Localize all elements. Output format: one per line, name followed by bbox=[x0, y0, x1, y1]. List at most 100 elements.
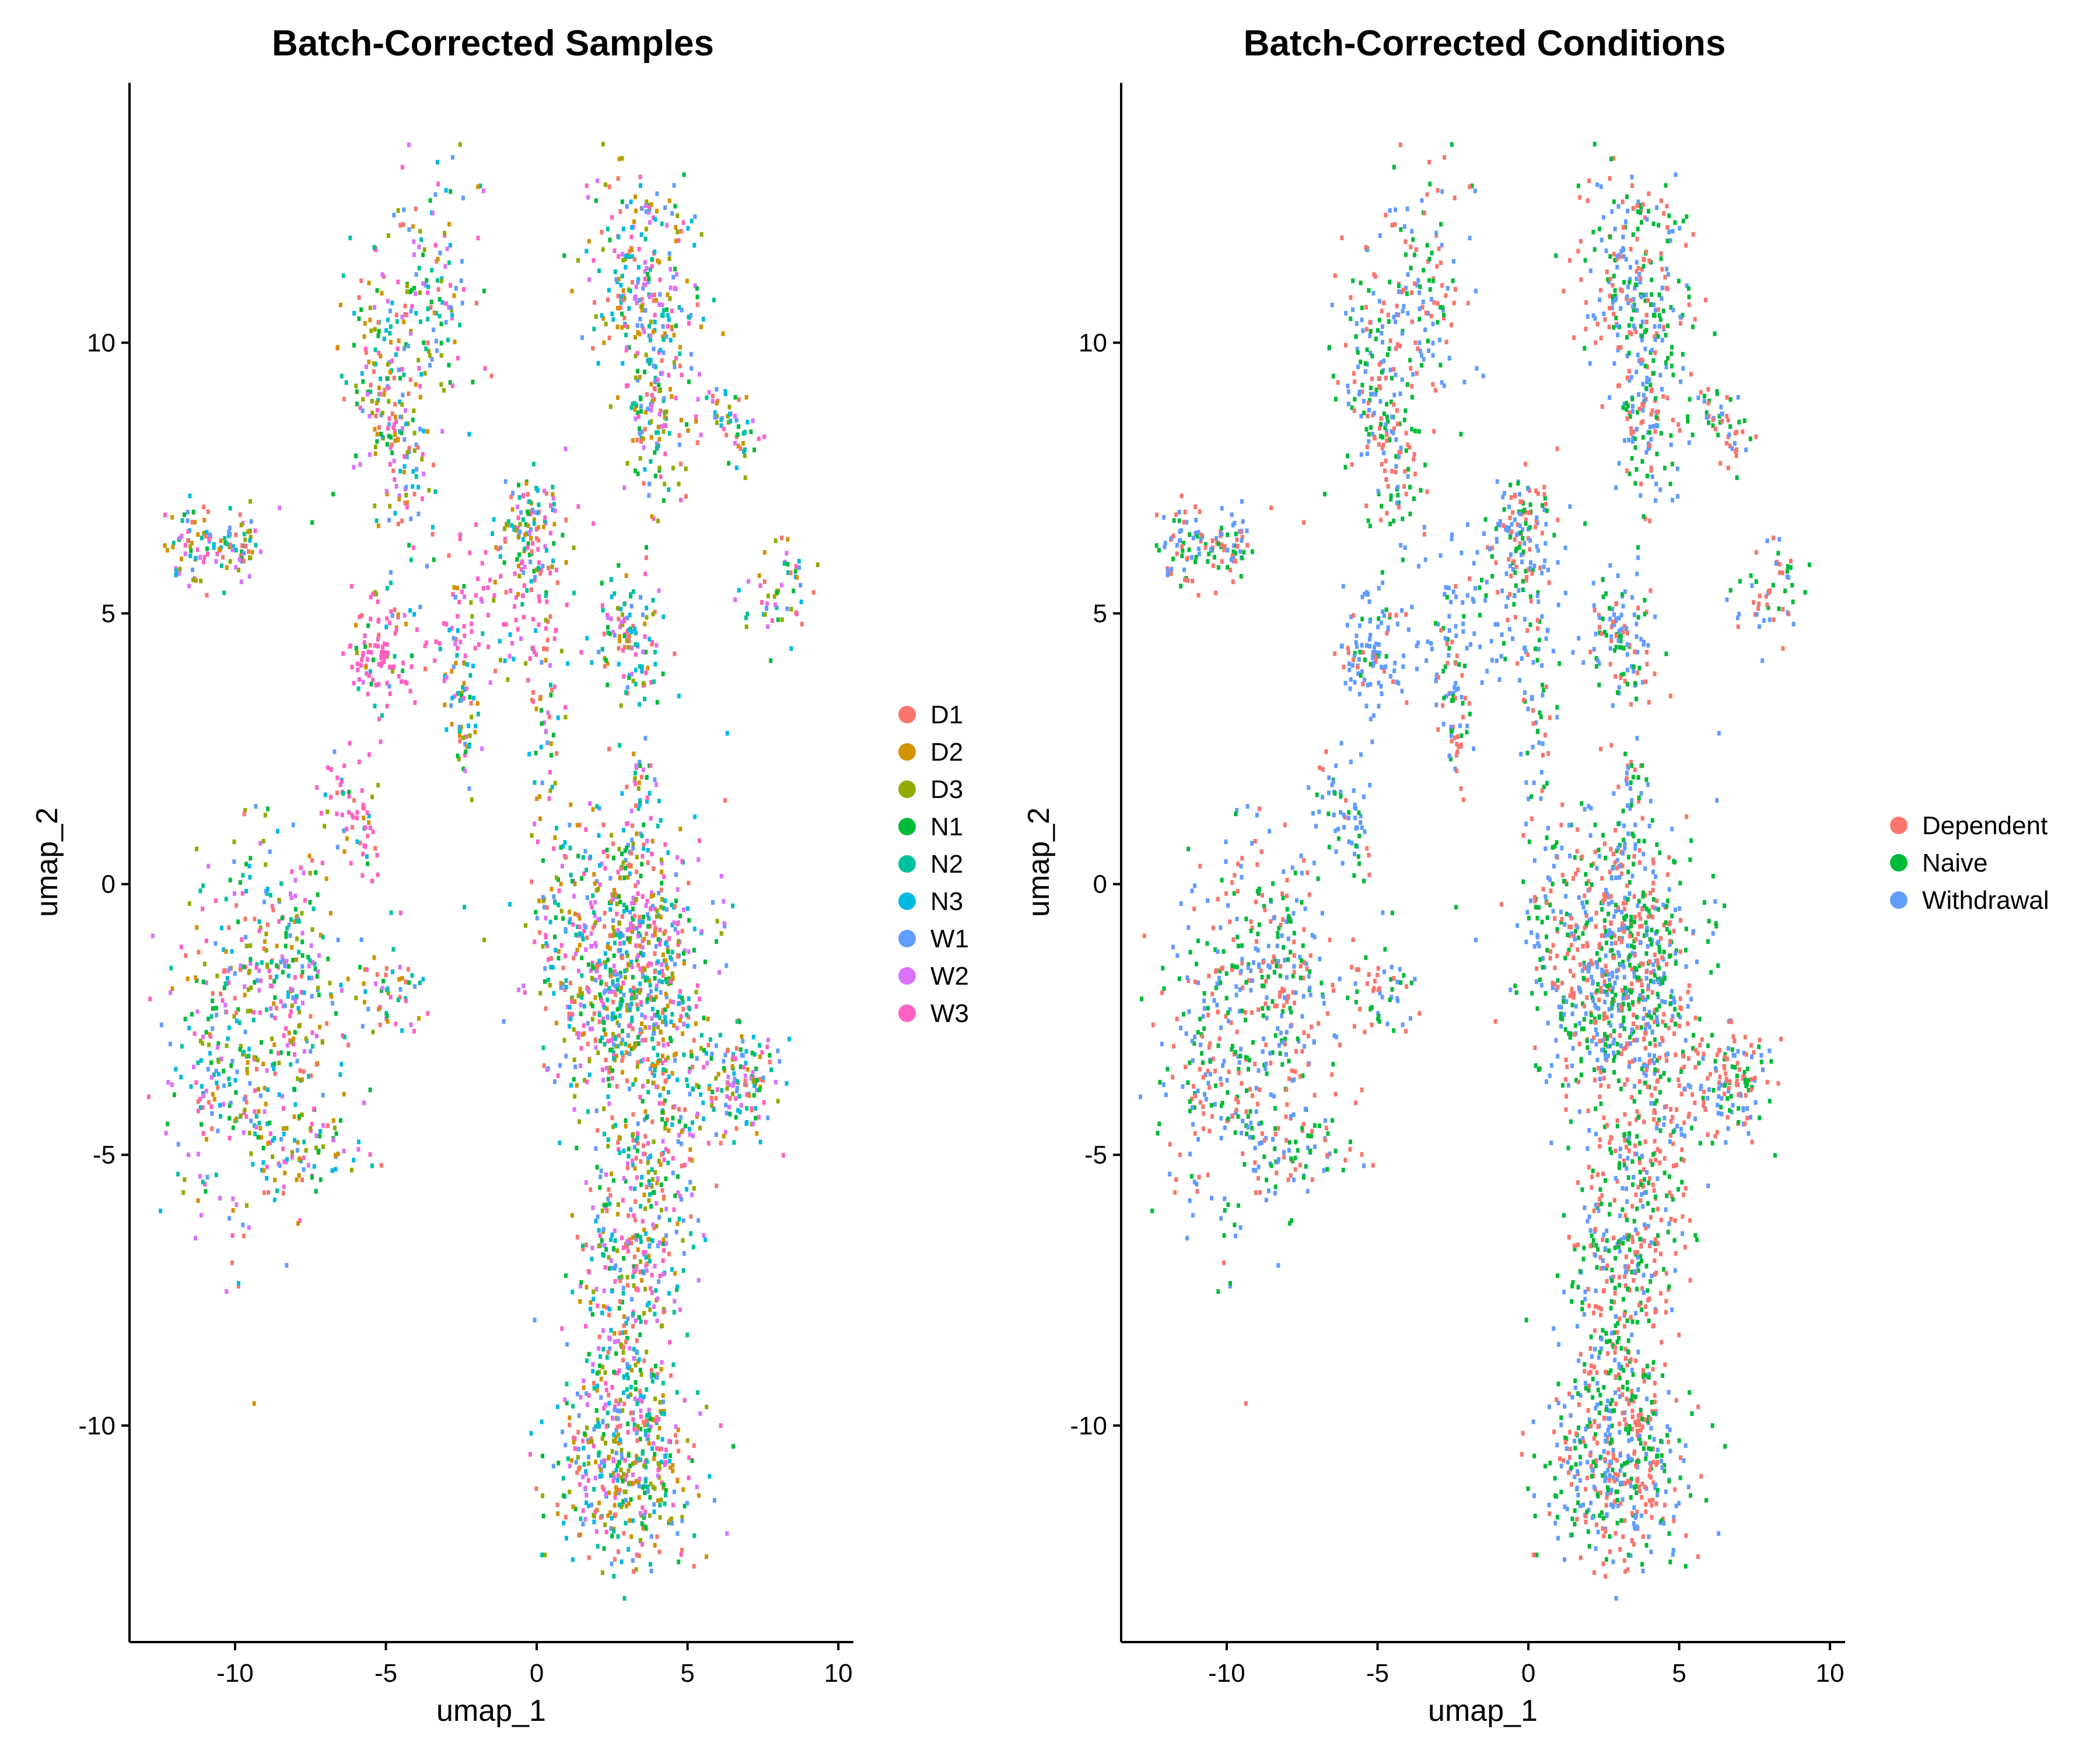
data-point bbox=[662, 1067, 666, 1072]
data-point bbox=[1426, 639, 1430, 645]
data-point bbox=[1404, 239, 1408, 244]
data-point bbox=[1528, 622, 1532, 628]
data-point bbox=[566, 1456, 570, 1461]
data-point bbox=[358, 965, 362, 970]
data-point bbox=[228, 1136, 232, 1140]
data-point bbox=[178, 536, 182, 541]
data-point bbox=[1648, 1279, 1653, 1284]
data-point bbox=[724, 963, 729, 968]
data-point bbox=[373, 846, 377, 851]
data-point bbox=[681, 1218, 685, 1223]
data-point bbox=[402, 346, 407, 351]
data-point bbox=[658, 942, 662, 947]
data-point bbox=[642, 846, 646, 851]
data-point bbox=[563, 987, 567, 992]
data-point bbox=[1629, 374, 1633, 380]
data-point bbox=[645, 606, 649, 611]
data-point bbox=[633, 926, 637, 931]
data-point bbox=[642, 1117, 646, 1122]
data-point bbox=[608, 237, 612, 243]
data-point bbox=[631, 1112, 635, 1117]
data-point bbox=[564, 985, 568, 990]
data-point bbox=[645, 555, 648, 561]
data-point bbox=[638, 967, 642, 972]
data-point bbox=[646, 1156, 650, 1161]
data-point bbox=[375, 288, 379, 293]
data-point bbox=[235, 903, 239, 908]
data-point bbox=[616, 1549, 620, 1555]
data-point bbox=[679, 418, 683, 422]
data-point bbox=[647, 993, 651, 999]
data-point bbox=[655, 1534, 659, 1539]
data-point bbox=[617, 156, 621, 162]
data-point bbox=[1565, 1506, 1569, 1511]
data-point bbox=[223, 1003, 228, 1007]
data-point bbox=[260, 1040, 263, 1045]
data-point bbox=[635, 1338, 639, 1343]
data-point bbox=[755, 1078, 759, 1083]
data-point bbox=[651, 398, 655, 403]
data-point bbox=[611, 933, 615, 939]
data-point bbox=[239, 1044, 243, 1049]
y-tick-label: 0 bbox=[102, 870, 116, 899]
data-point bbox=[638, 1476, 642, 1482]
data-point bbox=[603, 664, 607, 669]
data-point bbox=[546, 619, 550, 624]
data-point bbox=[537, 560, 541, 565]
data-point bbox=[293, 893, 298, 898]
data-point bbox=[265, 964, 270, 970]
data-point bbox=[601, 1227, 606, 1232]
data-point bbox=[649, 1204, 653, 1209]
data-point bbox=[719, 417, 723, 422]
data-point bbox=[695, 295, 699, 300]
data-point bbox=[516, 505, 520, 509]
data-point bbox=[307, 1074, 310, 1079]
data-point bbox=[384, 328, 388, 333]
data-point bbox=[797, 558, 801, 564]
data-point bbox=[510, 523, 514, 528]
data-point bbox=[1336, 827, 1340, 832]
data-point bbox=[1687, 295, 1691, 300]
data-point bbox=[1544, 894, 1548, 899]
data-point bbox=[1378, 399, 1382, 404]
data-point bbox=[750, 1107, 754, 1112]
data-point bbox=[723, 798, 727, 803]
data-point bbox=[1725, 597, 1729, 603]
data-point bbox=[405, 289, 409, 294]
data-point bbox=[398, 965, 402, 970]
data-point bbox=[1608, 1140, 1612, 1145]
data-point bbox=[404, 979, 408, 985]
data-point bbox=[1658, 976, 1662, 981]
data-point bbox=[723, 389, 727, 394]
data-point bbox=[1625, 1217, 1629, 1223]
data-point bbox=[737, 424, 740, 429]
data-point bbox=[649, 1371, 653, 1377]
data-point bbox=[432, 310, 436, 316]
data-point bbox=[587, 1058, 592, 1063]
data-point bbox=[537, 502, 541, 508]
data-point bbox=[714, 1132, 718, 1137]
data-point bbox=[321, 1123, 325, 1128]
data-point bbox=[573, 1436, 577, 1441]
data-point bbox=[627, 628, 631, 633]
data-point bbox=[1609, 1013, 1614, 1019]
data-point bbox=[642, 1358, 646, 1363]
data-point bbox=[726, 420, 730, 425]
data-point bbox=[648, 295, 652, 299]
data-point bbox=[778, 1059, 782, 1064]
data-point bbox=[592, 521, 596, 526]
data-point bbox=[1654, 1409, 1658, 1414]
data-point bbox=[235, 1116, 239, 1121]
data-point bbox=[639, 595, 643, 600]
data-point bbox=[214, 559, 218, 564]
data-point bbox=[1643, 215, 1647, 220]
data-point bbox=[606, 1350, 610, 1355]
data-point bbox=[592, 1487, 596, 1492]
data-point bbox=[564, 927, 568, 932]
data-point bbox=[270, 904, 274, 909]
data-point bbox=[681, 1007, 685, 1012]
data-point bbox=[682, 1163, 687, 1168]
data-point bbox=[632, 1569, 636, 1574]
data-point bbox=[642, 915, 645, 919]
data-point bbox=[169, 965, 173, 971]
